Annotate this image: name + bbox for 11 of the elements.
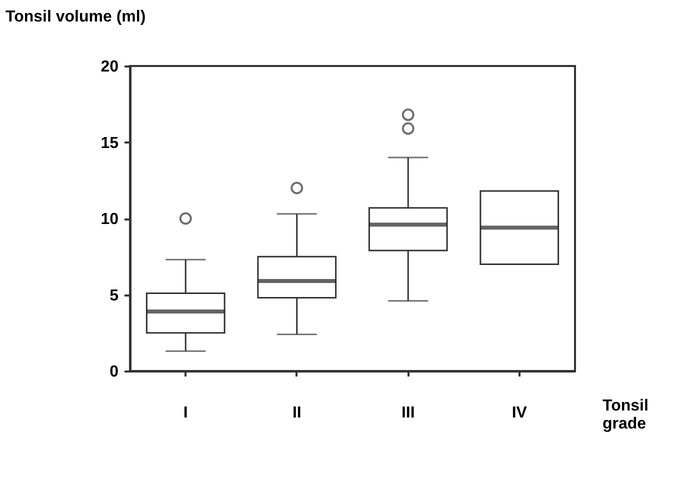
y-tick-label: 0 xyxy=(110,364,119,380)
x-axis-title: Tonsil grade xyxy=(602,398,648,432)
y-tick-label: 15 xyxy=(100,134,119,152)
y-tick-label: 20 xyxy=(100,58,119,76)
x-tick-label: IV xyxy=(512,404,528,422)
x-tick-label: I xyxy=(183,404,188,422)
y-axis-title: Tonsil volume (ml) xyxy=(6,8,146,26)
y-tick-label: 5 xyxy=(110,287,119,304)
x-tick-label: II xyxy=(292,404,302,422)
x-tick-label: III xyxy=(401,404,415,422)
y-tick-label: 10 xyxy=(100,211,119,228)
